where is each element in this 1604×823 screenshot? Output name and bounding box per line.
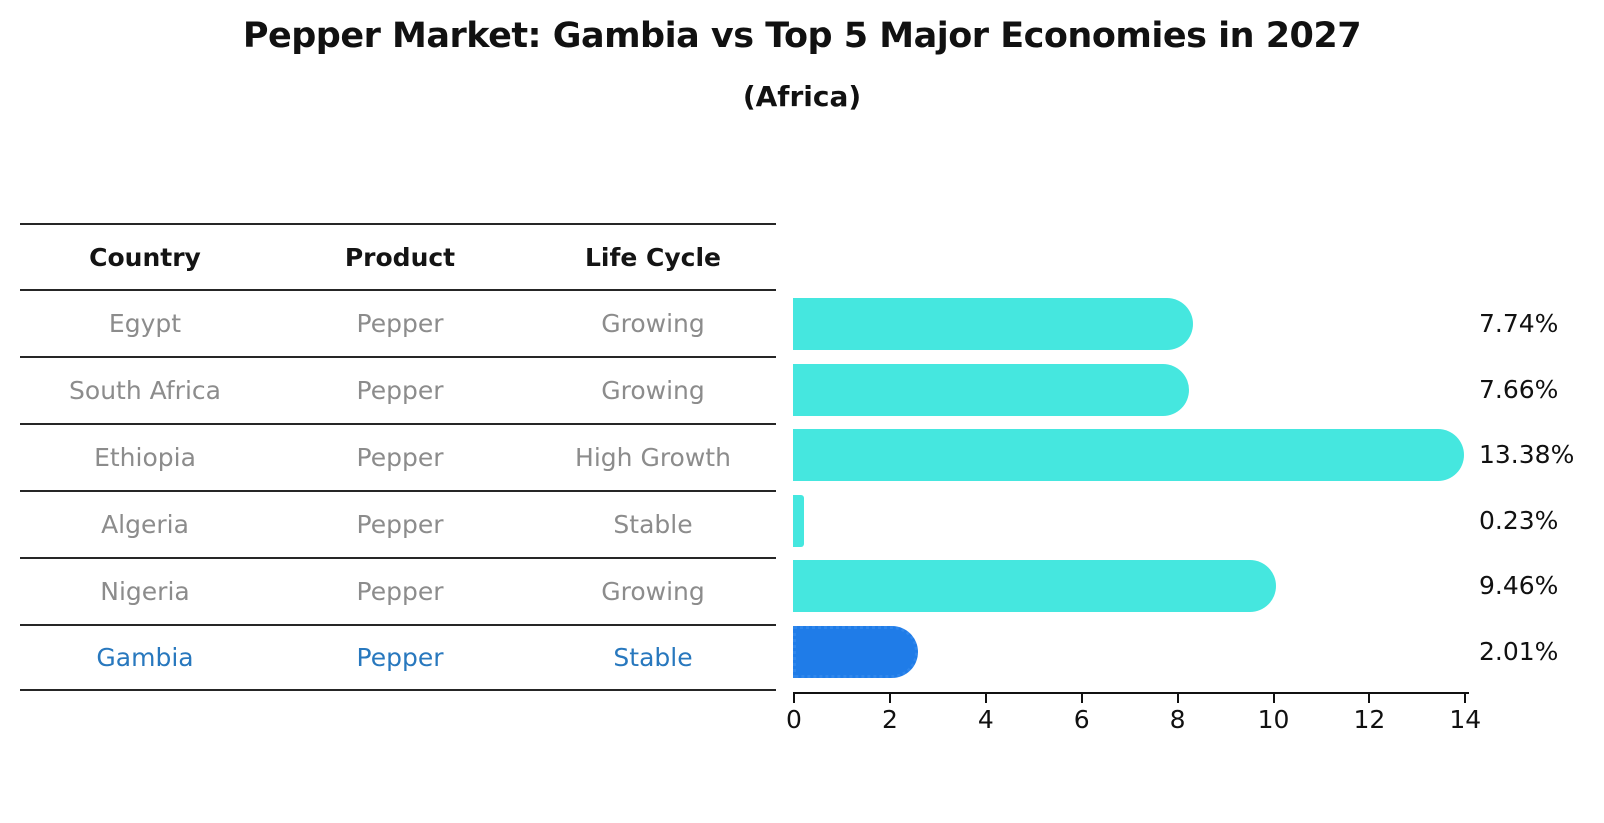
x-axis-tick [1368,694,1371,703]
x-axis-tick [1080,694,1083,703]
x-axis-tick-label: 0 [786,705,802,734]
table-cell-product: Pepper [356,643,444,672]
table-cell-product: Pepper [356,443,444,472]
table-cell-country: Ethiopia [94,443,196,472]
table-cell-life_cycle: High Growth [575,443,731,472]
table-row: Egypt Pepper Growing [20,289,776,356]
table-header-cell: Country [89,242,201,272]
table-cell-country: Algeria [101,510,189,539]
table-row: Ethiopia Pepper High Growth [20,423,776,490]
bar-gambia [793,625,919,678]
table-header-cell: Life Cycle [584,242,722,272]
value-label: 2.01% [1479,636,1559,666]
x-axis-tick-label: 8 [1169,705,1186,734]
x-axis-tick [1272,694,1275,703]
value-label: 0.23% [1479,505,1559,535]
table-row: Algeria Pepper Stable [20,490,776,557]
table-cell-country: Egypt [108,309,182,338]
x-axis-line [793,692,1469,694]
x-axis-tick [1464,694,1467,703]
bar-egypt [793,298,1194,350]
table-cell-life_cycle: Growing [601,309,705,338]
value-label: 9.46% [1479,571,1559,600]
value-label: 13.38% [1479,440,1575,469]
table-row: South Africa Pepper Growing [20,356,776,423]
table-cell-life_cycle: Growing [601,577,705,606]
x-axis-tick-label: 6 [1073,705,1090,734]
x-axis-tick [888,694,891,703]
table-cell-life_cycle: Growing [601,376,705,405]
table-header-cell: Product [344,242,456,272]
x-axis-tick-label: 4 [977,705,994,734]
table-cell-product: Pepper [356,510,444,539]
table-cell-product: Pepper [356,309,444,338]
value-label: 7.66% [1479,374,1559,404]
table-cell-country: South Africa [69,376,221,405]
table-header-row: Country Product Life Cycle [20,223,776,289]
bar-algeria [793,494,805,547]
table-row: Gambia Pepper Stable [20,624,776,691]
x-axis-tick [984,694,987,703]
table-cell-country: Nigeria [100,577,190,606]
x-axis-tick-label: 10 [1257,705,1290,734]
comparison-table: Country Product Life Cycle Egypt Pepper Growi… [20,223,776,691]
value-label: 7.74% [1479,309,1559,338]
x-axis-tick [1176,694,1179,703]
bar-ethiopia [793,429,1464,481]
chart-subtitle: (Africa) [742,80,862,113]
bar-nigeria [793,560,1276,612]
table-cell-life_cycle: Stable [613,510,693,539]
table-cell-product: Pepper [356,376,444,405]
table-cell-product: Pepper [356,577,444,606]
table-row: Nigeria Pepper Growing [20,557,776,624]
bar-south-africa [793,363,1190,416]
x-axis-tick-label: 14 [1449,705,1482,734]
x-axis-tick-label: 2 [881,705,898,734]
chart-title: Pepper Market: Gambia vs Top 5 Major Eco… [242,16,1362,56]
table-cell-country: Gambia [96,643,194,672]
table-cell-life_cycle: Stable [613,643,693,672]
x-axis-tick [793,694,795,703]
x-axis-tick-label: 12 [1353,705,1386,734]
